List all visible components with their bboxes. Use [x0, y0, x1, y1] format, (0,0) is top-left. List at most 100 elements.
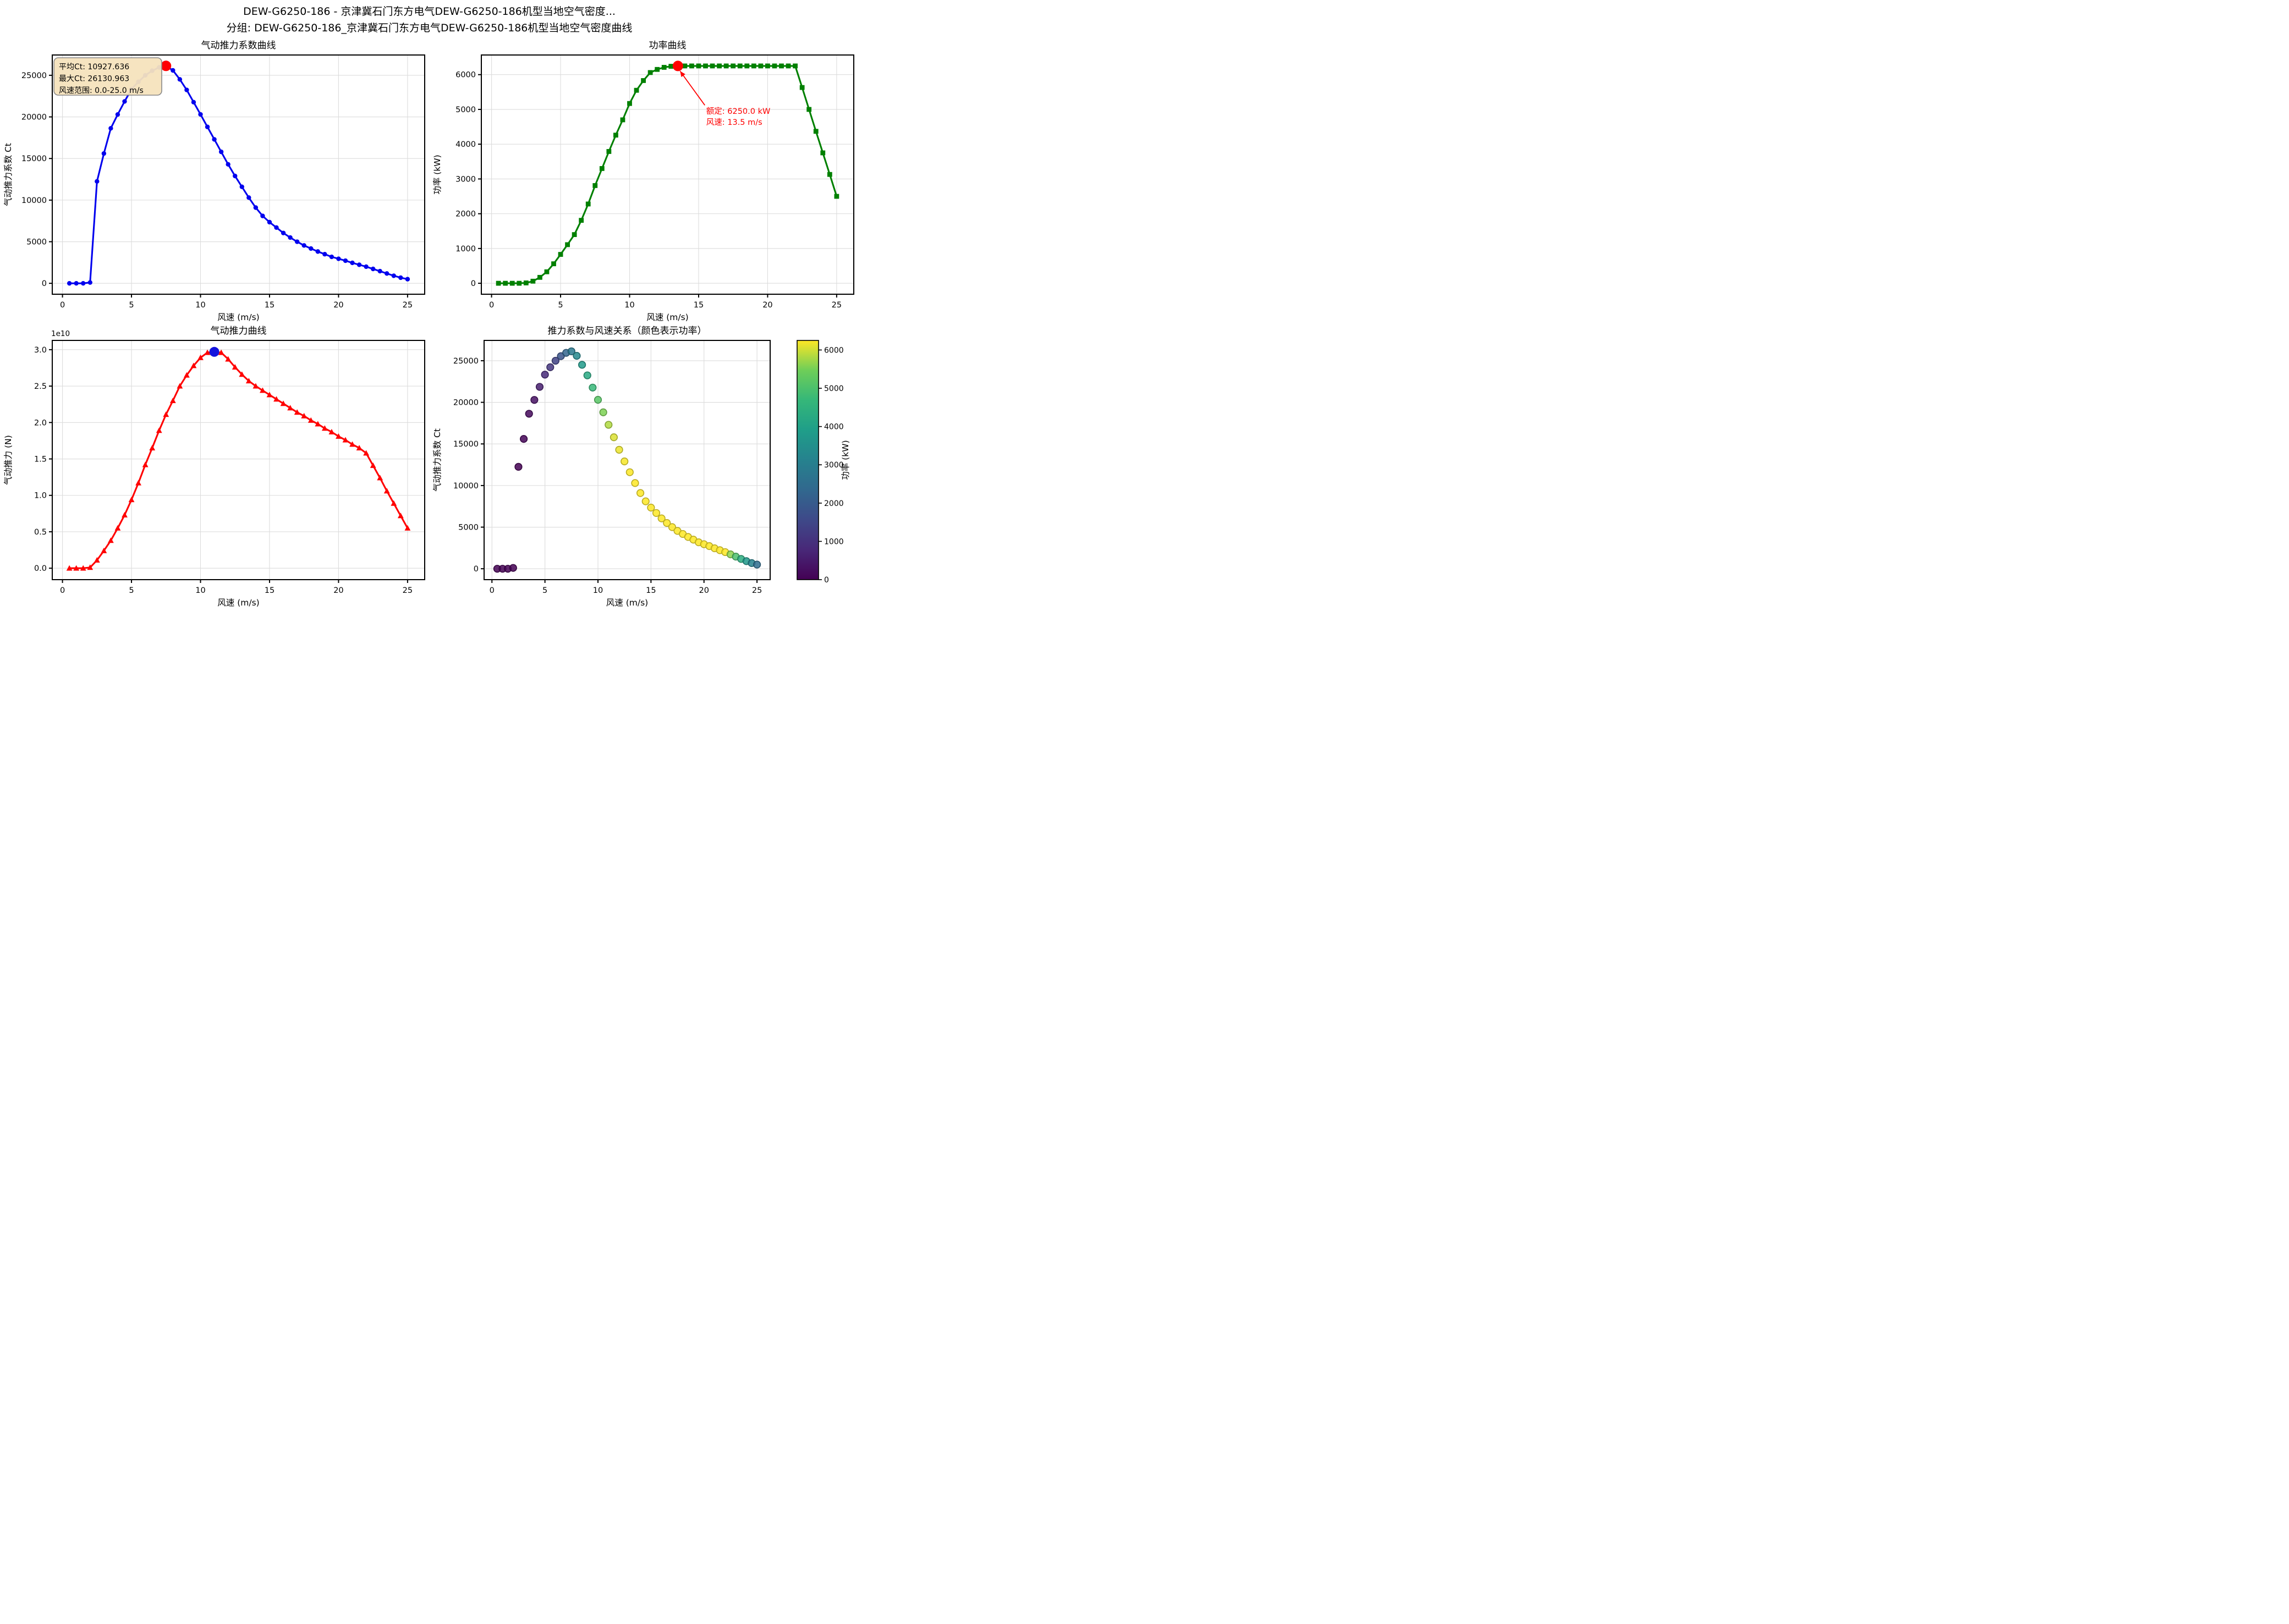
- svg-text:20000: 20000: [21, 113, 47, 122]
- svg-text:20000: 20000: [453, 399, 479, 408]
- svg-text:1.0: 1.0: [34, 492, 47, 500]
- svg-text:风速: 13.5 m/s: 风速: 13.5 m/s: [706, 118, 762, 127]
- svg-text:2000: 2000: [824, 499, 844, 508]
- svg-text:10: 10: [593, 586, 603, 595]
- highlight-point: [672, 60, 683, 71]
- svg-text:15000: 15000: [453, 440, 479, 449]
- y-axis: 0 5000 10000 15000 20000 25000: [453, 357, 484, 574]
- svg-text:5000: 5000: [458, 524, 479, 532]
- svg-text:5000: 5000: [26, 238, 47, 247]
- svg-text:1000: 1000: [824, 537, 844, 546]
- svg-text:0: 0: [490, 586, 495, 595]
- power-curve-plot: 0 5 10 15 20 25 0 1000 2000 3000 4000 5000 6000 功率曲线风…: [432, 40, 854, 322]
- svg-text:10000: 10000: [453, 482, 479, 491]
- x-axis: 0 5 10 15 20 25: [60, 580, 413, 595]
- svg-text:2.0: 2.0: [34, 419, 47, 427]
- series-line: [69, 65, 408, 284]
- info-box: 平均Ct: 10927.636 最大Ct: 26130.963 风速范围: 0.0-…: [53, 57, 162, 96]
- y-axis: 0 5000 10000 15000 20000 25000: [21, 71, 52, 288]
- svg-text:5: 5: [129, 301, 134, 310]
- svg-text:0.0: 0.0: [34, 564, 47, 573]
- svg-text:15: 15: [265, 301, 275, 310]
- x-label: 风速 (m/s): [217, 312, 259, 322]
- svg-text:20: 20: [699, 586, 709, 595]
- svg-text:3000: 3000: [455, 175, 476, 184]
- svg-text:6000: 6000: [824, 346, 844, 355]
- series-markers: [67, 63, 410, 286]
- rated-annotation: 额定: 6250.0 kW 风速: 13.5 m/s: [679, 70, 771, 127]
- svg-text:0: 0: [489, 301, 494, 310]
- svg-text:0: 0: [824, 576, 829, 585]
- svg-text:25: 25: [403, 586, 413, 595]
- subplot-grid: 0 5 10 15 20 25 0 5000 10000 15000 20000 25000 气动推力系…: [0, 38, 859, 609]
- svg-text:平均Ct: 10927.636: 平均Ct: 10927.636: [59, 63, 129, 71]
- svg-text:最大Ct: 26130.963: 最大Ct: 26130.963: [59, 75, 129, 84]
- scatter-points: [493, 347, 761, 573]
- figure-title-line-1: DEW-G6250-186 - 京津冀石门东方电气DEW-G6250-186机型…: [243, 5, 616, 18]
- series-markers: [496, 63, 839, 286]
- svg-text:20: 20: [762, 301, 772, 310]
- y-axis: 0.0 0.5 1.0 1.5 2.0 2.5 3.0: [34, 346, 52, 573]
- ct-curve-plot: 0 5 10 15 20 25 0 5000 10000 15000 20000 25000 气动推力系…: [3, 40, 425, 322]
- x-label: 风速 (m/s): [646, 312, 688, 322]
- svg-text:10: 10: [195, 586, 205, 595]
- plot-frame: [52, 340, 425, 580]
- svg-text:10: 10: [195, 301, 205, 310]
- svg-text:15: 15: [694, 301, 704, 310]
- figure-suptitle: DEW-G6250-186 - 京津冀石门东方电气DEW-G6250-186机型…: [0, 3, 859, 36]
- series-line: [498, 65, 838, 284]
- svg-text:1.5: 1.5: [34, 455, 47, 464]
- svg-text:2000: 2000: [455, 210, 476, 219]
- ct-wind-scatter-plot: 0 5 10 15 20 250500010000150002000025000推力系数与…: [432, 326, 850, 608]
- svg-text:20: 20: [333, 586, 343, 595]
- svg-text:0: 0: [42, 279, 47, 288]
- svg-text:0: 0: [471, 279, 476, 288]
- figure: DEW-G6250-186 - 京津冀石门东方电气DEW-G6250-186机型…: [0, 0, 859, 609]
- svg-text:0: 0: [474, 565, 479, 574]
- svg-text:5: 5: [129, 586, 134, 595]
- grid-lines: [52, 340, 425, 580]
- svg-text:5: 5: [542, 586, 547, 595]
- svg-text:4000: 4000: [824, 423, 844, 432]
- plot-title: 气动推力系数曲线: [201, 40, 276, 51]
- svg-text:0: 0: [60, 301, 65, 310]
- svg-text:额定: 6250.0 kW: 额定: 6250.0 kW: [706, 107, 771, 116]
- highlight-point: [161, 60, 172, 71]
- svg-text:0.5: 0.5: [34, 528, 47, 537]
- y-label: 气动推力系数 Ct: [432, 428, 442, 492]
- y-label: 气动推力 (N): [3, 435, 13, 485]
- svg-text:5000: 5000: [824, 384, 844, 393]
- y-offset-label: 1e10: [51, 329, 70, 338]
- svg-text:4000: 4000: [455, 140, 476, 149]
- svg-text:5000: 5000: [455, 106, 476, 114]
- x-axis: 0 5 10 15 20 25: [60, 294, 413, 310]
- y-label: 功率 (kW): [432, 155, 442, 194]
- plot-frame: [484, 340, 771, 580]
- plot-title: 功率曲线: [649, 40, 687, 51]
- x-axis: 0 5 10 15 20 25: [489, 294, 842, 310]
- svg-text:1000: 1000: [455, 245, 476, 254]
- svg-text:10: 10: [624, 301, 634, 310]
- svg-text:25000: 25000: [453, 357, 479, 366]
- highlight-point: [209, 346, 219, 357]
- svg-text:25000: 25000: [21, 71, 47, 80]
- y-axis: 0 1000 2000 3000 4000 5000 6000: [455, 71, 481, 288]
- x-label: 风速 (m/s): [217, 598, 259, 608]
- x-axis: 0 5 10 15 20 25: [490, 580, 762, 595]
- grid-lines: [481, 55, 854, 294]
- svg-text:15000: 15000: [21, 155, 47, 163]
- colorbar-label: 功率 (kW): [841, 440, 850, 480]
- svg-text:10000: 10000: [21, 196, 47, 205]
- series-markers: [66, 349, 411, 571]
- svg-text:3.0: 3.0: [34, 346, 47, 355]
- plot-frame: [52, 54, 425, 295]
- svg-text:15: 15: [646, 586, 656, 595]
- svg-text:15: 15: [265, 586, 275, 595]
- plot-title: 推力系数与风速关系（颜色表示功率）: [548, 326, 707, 337]
- svg-text:风速范围: 0.0-25.0 m/s: 风速范围: 0.0-25.0 m/s: [59, 86, 144, 95]
- svg-text:2.5: 2.5: [34, 382, 47, 391]
- svg-text:5: 5: [558, 301, 563, 310]
- svg-text:6000: 6000: [455, 71, 476, 80]
- series-line: [69, 351, 409, 569]
- x-label: 风速 (m/s): [606, 598, 648, 608]
